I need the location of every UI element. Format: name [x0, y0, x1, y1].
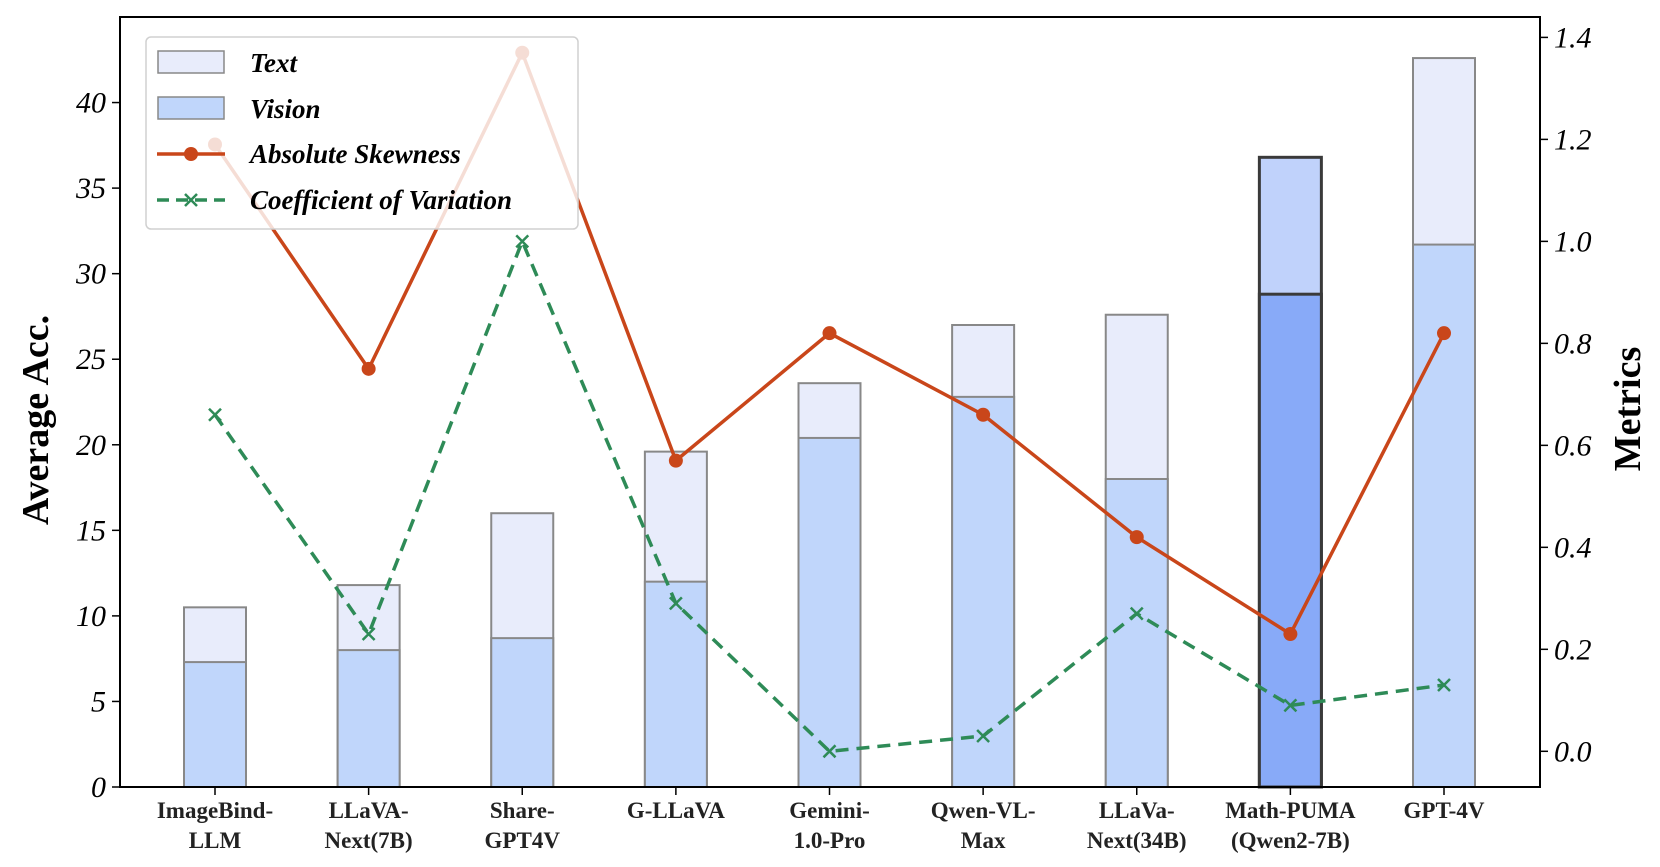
point-cov-4 — [822, 744, 837, 759]
point-cov-7 — [1283, 698, 1298, 713]
bar-vision-3 — [643, 580, 708, 789]
point-cov-6 — [1129, 606, 1144, 621]
point-cov-2 — [515, 234, 530, 249]
y2-tick-label-3: 0.6 — [1554, 429, 1592, 462]
bar-vision-5 — [951, 395, 1016, 788]
bars-layer — [183, 57, 1476, 789]
y-tick-label-8: 40 — [76, 87, 106, 120]
x-tick-label-2: Share- GPT4V — [485, 798, 561, 853]
x-tick-label-line: LLM — [189, 828, 242, 853]
legend-swatch-text — [157, 50, 225, 74]
point-skewness-7 — [1283, 627, 1298, 642]
y2-tick-label-1: 0.2 — [1554, 633, 1592, 666]
point-cov-3 — [668, 596, 683, 611]
x-tick-label-8: GPT-4V — [1404, 798, 1485, 823]
point-cov-0 — [208, 407, 222, 422]
x-tick-label-line: G-LLaVA — [627, 798, 725, 823]
legend-label-text: Text — [250, 48, 298, 78]
y-tick-label-4: 20 — [76, 429, 106, 462]
y2-tick-label-4: 0.8 — [1554, 327, 1592, 360]
y2-tick-label-6: 1.2 — [1554, 123, 1592, 156]
x-tick-label-7: Math-PUMA (Qwen2-7B) — [1225, 798, 1356, 853]
point-skewness-6 — [1129, 530, 1144, 545]
x-tick-label-5: Qwen-VL- Max — [931, 798, 1036, 853]
x-tick-label-6: LLaVa- Next(34B) — [1087, 798, 1187, 853]
x-tick-label-3: G-LLaVA — [627, 798, 725, 823]
bar-vision-1 — [336, 649, 401, 788]
x-tick-label-line: Math-PUMA — [1225, 798, 1356, 823]
point-cov-8 — [1437, 678, 1451, 692]
legend-marker-skewness — [184, 147, 198, 161]
x-tick-label-line: ImageBind- — [157, 798, 273, 823]
y-tick-label-3: 15 — [76, 514, 106, 547]
legend-swatch-vision — [157, 96, 225, 120]
x-tick-label-line: LLaVA- — [329, 798, 409, 823]
point-cov-5 — [976, 729, 991, 743]
x-tick-label-line: (Qwen2-7B) — [1231, 828, 1350, 853]
y2-tick-label-5: 1.0 — [1554, 225, 1592, 258]
x-tick-label-line: Gemini- — [789, 798, 870, 823]
x-tick-label-line: GPT-4V — [1404, 798, 1485, 823]
legend-frame — [145, 36, 579, 230]
bar-vision-4 — [797, 436, 862, 788]
x-tick-label-0: ImageBind- LLM — [157, 798, 273, 853]
y-tick-label-0: 0 — [91, 771, 106, 804]
bar-vision-8 — [1412, 243, 1476, 789]
x-tick-label-line: GPT4V — [485, 828, 561, 853]
y-axis-label: Average Acc. — [15, 315, 57, 525]
y-tick-label-2: 10 — [76, 600, 106, 633]
line-coefficient-of-variation — [213, 239, 1445, 754]
legend-label-vision: Vision — [250, 94, 321, 124]
bar-vision-0 — [183, 661, 247, 788]
point-cov-1 — [361, 627, 376, 641]
y2-tick-label-0: 0.0 — [1554, 735, 1592, 768]
point-skewness-3 — [668, 453, 683, 468]
x-tick-label-line: Max — [961, 828, 1006, 853]
y-tick-label-6: 30 — [75, 258, 106, 291]
x-tick-label-line: Share- — [490, 798, 555, 823]
y-tick-label-1: 5 — [91, 685, 106, 718]
x-tick-label-line: Qwen-VL- — [931, 798, 1036, 823]
y-tick-label-7: 35 — [75, 172, 106, 205]
axes-layer: 0 5 10 15 20 25 30 35 40 0.0 0.2 0.4 0.6 0.8 1.0 1.2 1.4… — [75, 16, 1592, 853]
y-tick-label-5: 25 — [76, 343, 106, 376]
x-tick-label-line: Next(7B) — [325, 828, 413, 853]
x-tick-label-1: LLaVA- Next(7B) — [325, 798, 413, 853]
point-skewness-8 — [1437, 326, 1451, 341]
point-skewness-4 — [822, 326, 837, 341]
y2-axis-label: Metrics — [1607, 347, 1649, 471]
legend-label-cov: Coefficient of Variation — [250, 185, 512, 215]
legend: Text Vision Absolute Skewness Coefficien… — [145, 36, 579, 230]
x-tick-label-line: 1.0-Pro — [794, 828, 866, 853]
bar-vision-2 — [490, 637, 555, 789]
y2-tick-label-2: 0.4 — [1554, 531, 1592, 564]
x-tick-label-line: LLaVa- — [1099, 798, 1175, 823]
point-skewness-1 — [361, 361, 376, 376]
x-tick-label-4: Gemini- 1.0-Pro — [789, 798, 870, 853]
x-tick-label-line: Next(34B) — [1087, 828, 1187, 853]
bar-vision-7 — [1257, 292, 1323, 789]
legend-marker-cov — [184, 193, 198, 207]
y2-tick-label-7: 1.4 — [1554, 21, 1592, 54]
legend-label-skewness: Absolute Skewness — [248, 139, 461, 169]
point-skewness-5 — [976, 407, 991, 422]
